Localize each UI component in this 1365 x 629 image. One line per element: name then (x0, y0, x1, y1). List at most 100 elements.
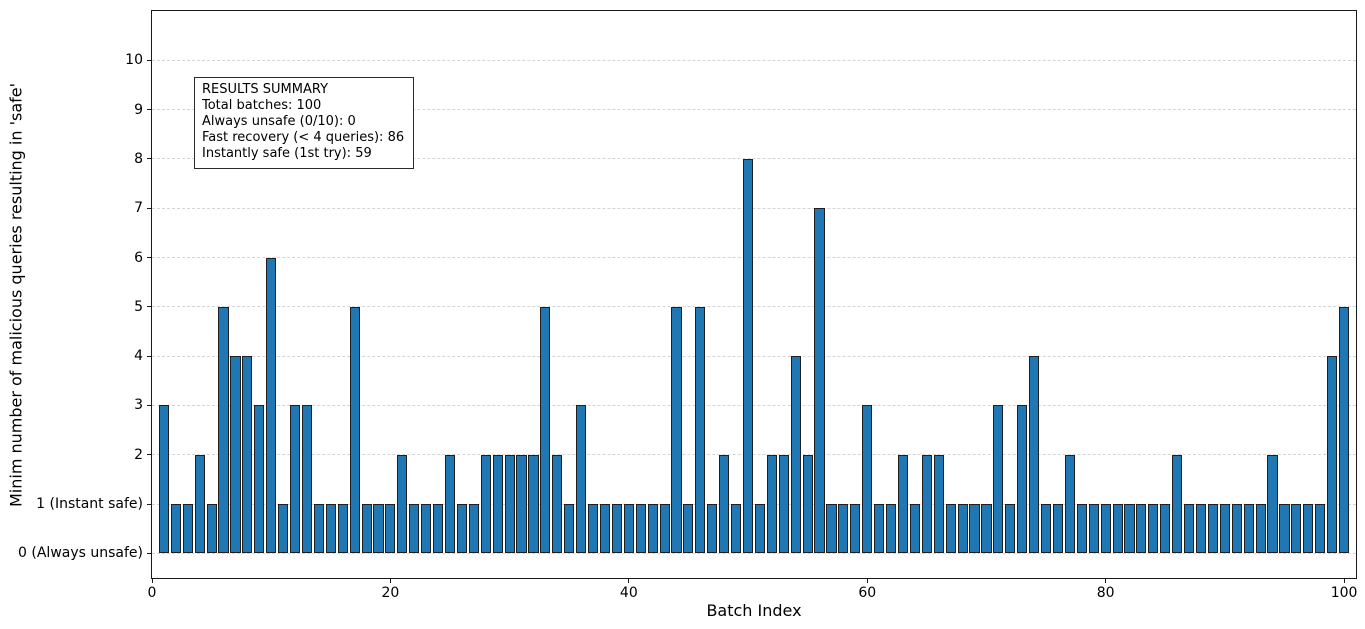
bar (1303, 504, 1314, 554)
summary-instantly-safe: Instantly safe (1st try): 59 (202, 146, 372, 161)
bar (1172, 454, 1183, 554)
bar (409, 504, 420, 554)
bar (1279, 504, 1290, 554)
gridline (152, 109, 1356, 111)
bar (719, 454, 730, 554)
bar (826, 504, 837, 554)
x-tick-label: 40 (619, 585, 638, 601)
y-tick-mark (147, 306, 151, 308)
bar (337, 504, 348, 554)
bar (1100, 504, 1111, 554)
gridline (152, 207, 1356, 209)
summary-fast-recovery: Fast recovery (< 4 queries): 86 (202, 130, 405, 145)
bar (230, 356, 241, 554)
bar (778, 454, 789, 554)
bar (742, 158, 754, 554)
bar (1088, 504, 1099, 554)
bar (1291, 504, 1302, 554)
bar (588, 504, 599, 554)
bar (397, 454, 408, 554)
bar (313, 504, 324, 554)
y-tick-label: 1 (Instant safe) (36, 496, 143, 513)
y-tick-label: 5 (134, 298, 143, 315)
bar (945, 504, 956, 554)
bar (170, 504, 181, 554)
bar (790, 356, 801, 554)
bar (1064, 454, 1075, 554)
summary-total-batches: Total batches: 100 (202, 98, 322, 113)
bar (623, 504, 634, 554)
bar (349, 306, 360, 554)
plot-area: RESULTS SUMMARY Total batches: 100 Alway… (18, 10, 1357, 601)
y-tick-mark (147, 355, 151, 357)
bar (1195, 504, 1207, 554)
bar (254, 405, 265, 554)
bar (433, 504, 444, 554)
bar (838, 504, 849, 554)
x-tick-label: 0 (147, 585, 157, 601)
bar (361, 504, 372, 554)
y-tick-label: 10 (125, 52, 143, 69)
bar (993, 405, 1004, 554)
bar (1339, 306, 1350, 554)
bar (611, 504, 622, 554)
bar (468, 504, 479, 554)
bar (218, 306, 229, 554)
x-tick-mark (866, 579, 868, 583)
bar (564, 504, 575, 554)
bar (444, 454, 456, 554)
bar (278, 504, 289, 554)
bar (194, 454, 205, 554)
x-tick-mark (151, 579, 153, 583)
x-tick-label: 100 (1330, 585, 1358, 601)
bar (1076, 504, 1087, 554)
gridline (152, 158, 1356, 160)
bar (850, 504, 861, 554)
bar (480, 454, 491, 554)
bar (516, 454, 527, 554)
summary-always-unsafe: Always unsafe (0/10): 0 (202, 114, 356, 129)
bar (921, 454, 932, 554)
bar (683, 504, 694, 554)
gridline (152, 59, 1356, 61)
x-tick-label: 60 (858, 585, 877, 601)
bar (981, 504, 992, 554)
x-axis-label: Batch Index (706, 601, 802, 620)
bar (874, 504, 885, 554)
bar (421, 504, 432, 554)
bar (1052, 504, 1064, 554)
x-tick-mark (1343, 579, 1345, 583)
bar (1040, 504, 1052, 554)
y-tick-label: 2 (134, 446, 143, 463)
x-tick-label: 20 (381, 585, 400, 601)
bar (1219, 504, 1230, 554)
bar (671, 306, 682, 554)
y-tick-mark (147, 257, 151, 259)
bar (1267, 454, 1278, 554)
gridline (152, 257, 1356, 259)
bar (1184, 504, 1195, 554)
bar (540, 306, 551, 554)
gridline (152, 355, 1356, 357)
bar (456, 504, 467, 554)
bar (1112, 504, 1123, 554)
bar (909, 504, 920, 554)
bar (1029, 356, 1040, 554)
bar (1005, 504, 1016, 554)
bar (1207, 504, 1218, 554)
y-tick-label: 8 (134, 150, 143, 167)
bar (766, 454, 777, 554)
x-tick-mark (1105, 579, 1107, 583)
bar (635, 504, 646, 554)
bar (695, 306, 706, 554)
bar (182, 504, 193, 554)
y-tick-label: 0 (Always unsafe) (18, 545, 143, 562)
bar (576, 405, 587, 554)
y-axis-label: Minim number of malicious queries result… (6, 82, 26, 508)
gridline (152, 454, 1356, 456)
bar (731, 504, 742, 554)
x-tick-label: 80 (1096, 585, 1115, 601)
bar (385, 504, 396, 554)
summary-title: RESULTS SUMMARY (202, 82, 329, 97)
bar (1231, 504, 1242, 554)
